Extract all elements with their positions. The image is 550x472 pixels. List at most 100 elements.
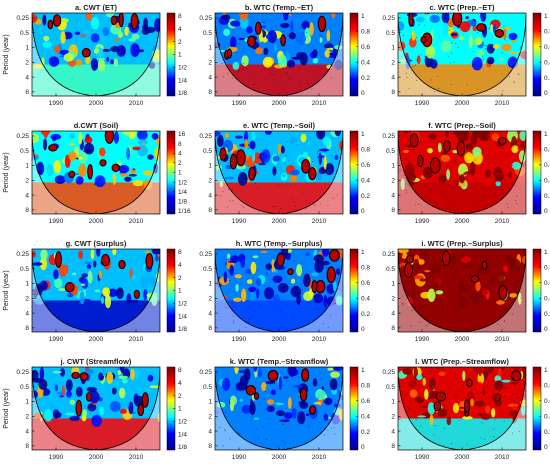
year-tick-label: 2010: [312, 218, 327, 225]
period-tick-label: 2: [391, 178, 395, 185]
colorbar-tick-label: 1/2: [178, 301, 187, 308]
year-tick-label: 2000: [89, 336, 104, 343]
colorbar-tick-label: 1/2: [178, 419, 187, 426]
y-axis-label: Period (year): [3, 270, 10, 310]
panel-title: i. WTC (Prep.–Surplus): [421, 239, 503, 248]
panel-c: c. WTC (Prep.–ET) 0.25 0.5 1 2 4 8 1990 2000 2010…: [382, 3, 550, 107]
colorbar-tick-label: 0.6: [361, 162, 370, 169]
colorbar-tick-label: 0.2: [544, 311, 550, 318]
period-tick-label: 8: [208, 443, 212, 450]
year-tick-label: 2010: [495, 218, 510, 225]
period-tick-label: 1: [25, 281, 29, 288]
colorbar-tick-label: 0.2: [544, 193, 550, 200]
period-tick-label: 2: [208, 60, 212, 67]
power-field: [32, 131, 160, 214]
panel-title: c. WTC (Prep.–ET): [429, 3, 495, 12]
cone-of-influence: [215, 135, 343, 214]
period-tick-label: 8: [391, 443, 395, 450]
period-tick-label: 1: [25, 45, 29, 52]
colorbar-tick-label: 0: [361, 208, 365, 215]
period-tick-label: 4: [25, 192, 29, 199]
period-tick-label: 0.25: [199, 251, 212, 258]
colorbar-tick-label: 8: [178, 367, 182, 374]
year-tick-label: 2000: [455, 336, 470, 343]
colorbar-tick-label: 2: [178, 393, 182, 400]
panel-a: a. CWT (ET) 0.25 0.5 1 2 4 8 1990 2000 2010 Period…: [3, 3, 187, 107]
colorbar-tick-label: 0.2: [544, 429, 550, 436]
panel-dcwt: d.CWT (Soil) 0.25 0.5 1 2 4 8 1990 2000 2010 Perio…: [3, 121, 191, 225]
panel-l: l. WTC (Prep.–Streamflow) 0.25 0.5 1 2 4 8 1990…: [382, 357, 550, 461]
colorbar-tick-label: 0: [361, 90, 365, 97]
colorbar: [349, 366, 359, 451]
colorbar-tick-label: 16: [178, 131, 186, 138]
colorbar: [532, 12, 542, 97]
period-tick-label: 0.5: [20, 266, 29, 273]
year-tick-label: 2010: [312, 454, 327, 461]
colorbar-tick-label: 0.4: [544, 59, 550, 66]
year-tick-label: 1990: [415, 336, 430, 343]
power-field: [398, 249, 526, 332]
colorbar-tick-label: 1: [178, 406, 182, 413]
period-tick-label: 2: [25, 296, 29, 303]
colorbar-tick-label: 1/4: [178, 313, 187, 320]
colorbar: [532, 130, 542, 215]
colorbar-tick-label: 1: [178, 170, 182, 177]
panel-title: a. CWT (ET): [75, 3, 118, 12]
year-tick-label: 1990: [232, 218, 247, 225]
colorbar-tick-label: 0.6: [544, 162, 550, 169]
colorbar-tick-label: 0.6: [544, 44, 550, 51]
colorbar-tick-label: 0.8: [361, 29, 370, 36]
colorbar-tick-label: 1/4: [178, 189, 187, 196]
year-tick-label: 1990: [49, 454, 64, 461]
period-tick-label: 2: [208, 178, 212, 185]
period-tick-label: 1: [25, 399, 29, 406]
period-tick-label: 4: [25, 310, 29, 317]
panel-k: k. WTC (Temp.–Streamflow) 0.25 0.5 1 2 4 8 1990…: [199, 357, 370, 461]
colorbar-tick-label: 1: [544, 13, 548, 20]
period-tick-label: 0.25: [382, 133, 395, 140]
year-tick-label: 2000: [89, 454, 104, 461]
colorbar-tick-label: 0.4: [361, 413, 370, 420]
cone-of-influence: [215, 371, 343, 450]
colorbar-tick-label: 0: [544, 326, 548, 333]
period-tick-label: 1: [208, 45, 212, 52]
y-axis-label: Period (year): [3, 388, 10, 428]
cone-of-influence: [215, 253, 343, 332]
colorbar-tick-label: 8: [178, 249, 182, 256]
colorbar-tick-label: 0.8: [361, 383, 370, 390]
power-field: [32, 249, 160, 332]
panel-title: j. CWT (Streamflow): [60, 357, 132, 366]
year-tick-label: 1990: [232, 336, 247, 343]
panel-e: e. WTC (Temp.–Soil) 0.25 0.5 1 2 4 8 1990 2000 20…: [199, 121, 370, 225]
year-tick-label: 2010: [312, 100, 327, 107]
period-tick-label: 8: [391, 207, 395, 214]
cone-of-influence: [215, 17, 343, 96]
colorbar-tick-label: 1/4: [178, 431, 187, 438]
year-tick-label: 2000: [455, 218, 470, 225]
period-tick-label: 0.5: [386, 30, 395, 37]
colorbar-tick-label: 4: [178, 262, 182, 269]
colorbar-tick-label: 0.6: [361, 280, 370, 287]
year-tick-label: 1990: [232, 100, 247, 107]
colorbar-tick-label: 0: [544, 208, 548, 215]
colorbar-tick-label: 2: [178, 39, 182, 46]
period-tick-label: 4: [208, 428, 212, 435]
year-tick-label: 2000: [272, 454, 287, 461]
colorbar-tick-label: 1/16: [178, 208, 191, 215]
cone-of-influence: [398, 371, 526, 450]
colorbar-tick-label: 1: [178, 288, 182, 295]
colorbar-tick-label: 0.4: [361, 177, 370, 184]
year-tick-label: 2010: [129, 454, 144, 461]
cone-of-influence: [32, 135, 160, 214]
colorbar: [349, 248, 359, 333]
period-tick-label: 4: [391, 310, 395, 317]
year-tick-label: 1990: [415, 100, 430, 107]
period-tick-label: 4: [208, 310, 212, 317]
colorbar: [532, 366, 542, 451]
colorbar-tick-label: 4: [178, 150, 182, 157]
power-field: [398, 131, 526, 214]
colorbar-tick-label: 1: [361, 367, 365, 374]
year-tick-label: 2010: [495, 454, 510, 461]
colorbar-tick-label: 1/8: [178, 199, 187, 206]
